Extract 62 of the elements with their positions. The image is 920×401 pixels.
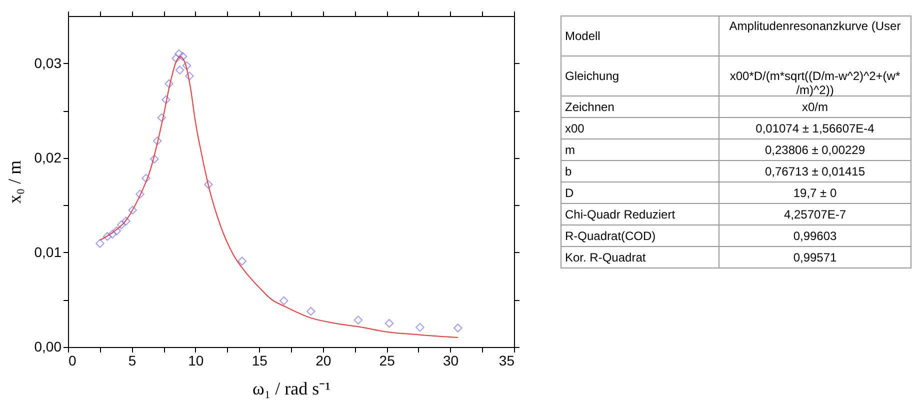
point [103, 232, 112, 241]
text: m [565, 142, 575, 157]
text: Kor. R-Quadrat [565, 250, 646, 264]
text: D [565, 186, 574, 200]
point [172, 54, 180, 63]
y-tick-label: 0,02 [34, 149, 62, 166]
y-tick-label: 0,03 [34, 54, 62, 71]
point [142, 174, 150, 183]
text: b [565, 164, 572, 178]
text: R-Quadrat(COD) [565, 228, 656, 243]
point [174, 49, 184, 58]
text: Gleichung [565, 69, 620, 83]
point [185, 72, 194, 80]
y-tick-label: 0,01 [34, 244, 62, 260]
point [416, 322, 424, 332]
point [117, 220, 126, 230]
text: Modell [565, 29, 600, 43]
text: x00 [565, 121, 585, 136]
text: 0,99571 [793, 250, 838, 264]
point [162, 95, 170, 104]
x-tick-label: 0 [68, 352, 76, 368]
x-tick-label: 20 [316, 352, 332, 368]
point [96, 239, 104, 248]
x-tick-label: 35 [498, 352, 515, 368]
point [204, 180, 213, 189]
text: x0/m [802, 100, 828, 114]
point [354, 316, 363, 324]
point [454, 324, 462, 332]
text: 4,25707E-7 [784, 207, 846, 222]
point [108, 230, 117, 239]
text: 0,23806 ± 0,00229 [764, 142, 866, 157]
x-tick-label: 30 [442, 352, 459, 368]
point [112, 226, 122, 236]
point [182, 61, 192, 70]
point [175, 66, 184, 74]
point [128, 206, 137, 215]
point [384, 318, 394, 328]
point [238, 256, 246, 266]
point [279, 296, 288, 306]
text: 0,99603 [793, 228, 838, 243]
point [306, 306, 316, 316]
x-tick-label: 25 [379, 352, 396, 368]
x-tick-label: 5 [128, 352, 136, 368]
text: 0,76713 ± 0,01415 [764, 164, 866, 178]
point [164, 79, 174, 88]
x-tick-label: 10 [188, 352, 204, 368]
y-tick-label: 0,00 [34, 338, 62, 354]
text: Chi-Quadr Reduziert [565, 207, 676, 222]
point [157, 113, 166, 122]
x-axis-title: ω₁ / rad s⁻¹ [252, 378, 331, 398]
text: x00*D/(m*sqrt((D/m-w^2)^2+(w* /m)^2)) [730, 69, 900, 97]
y-axis-title: x₀ / m [4, 160, 24, 204]
text: 19,7 ± 0 [793, 186, 837, 200]
text: 0,01074 ± 1,56607E-4 [756, 121, 875, 136]
point [122, 216, 130, 226]
point [136, 190, 144, 199]
point [178, 52, 188, 61]
point [152, 136, 162, 146]
x-tick-label: 15 [252, 352, 268, 368]
text: Amplitudenresonanzkurve (User [729, 19, 901, 33]
point [150, 154, 159, 164]
text: Zeichnen [565, 100, 614, 114]
